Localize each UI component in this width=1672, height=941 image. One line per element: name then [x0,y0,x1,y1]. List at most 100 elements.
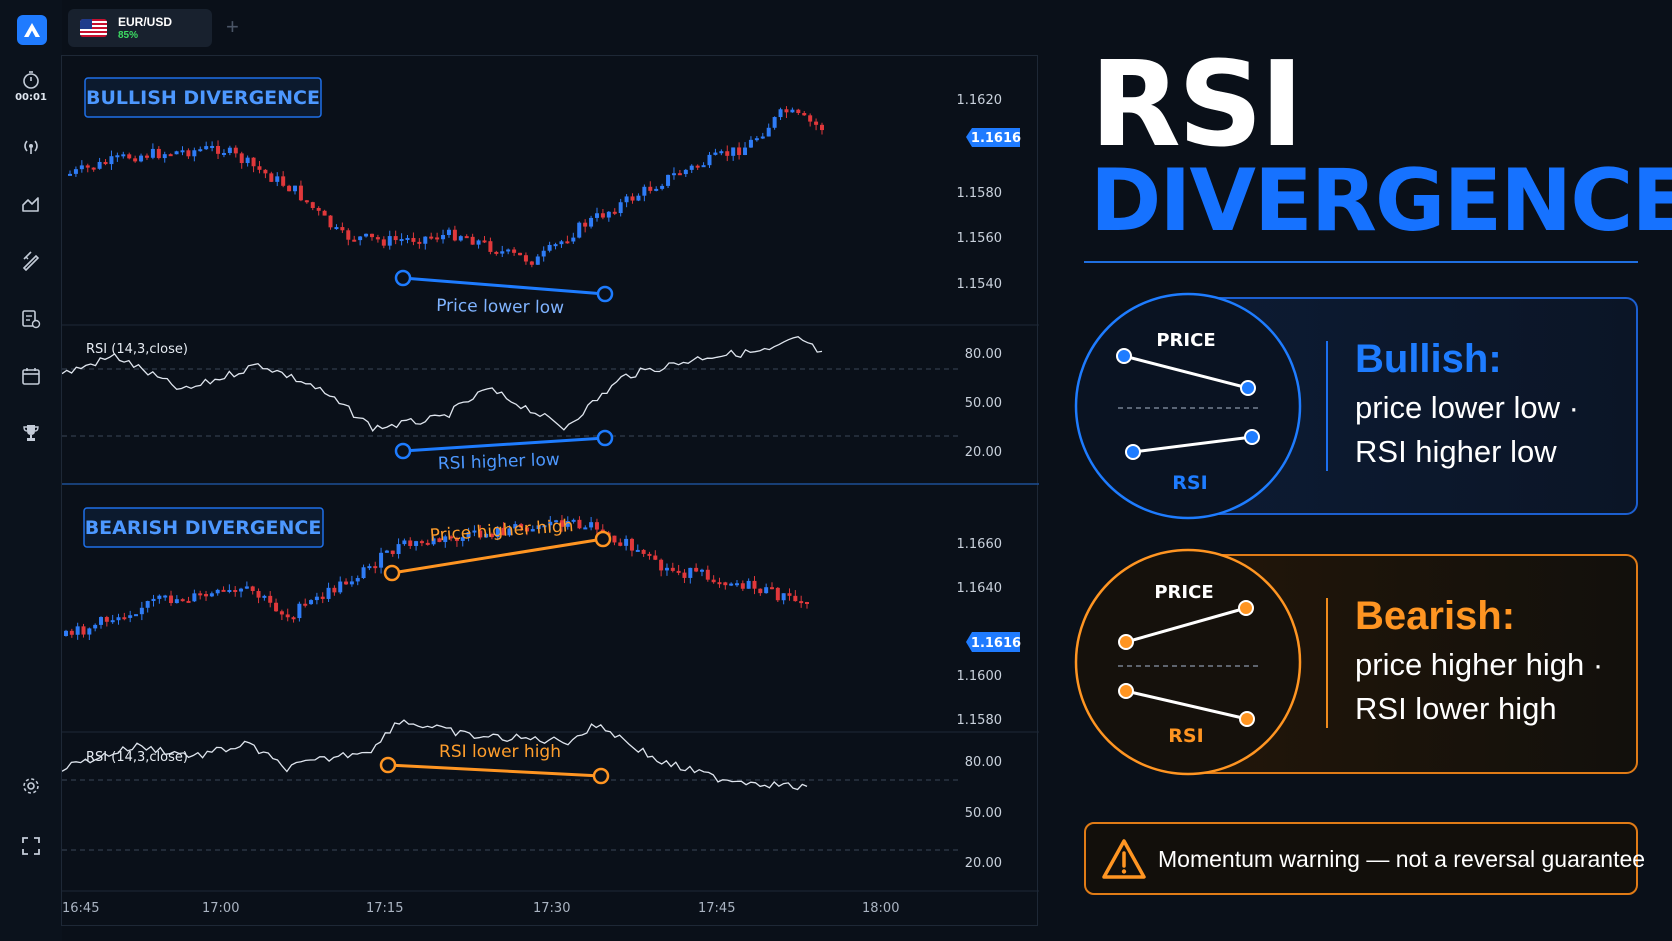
candle-body [507,528,512,536]
candle-body [186,600,191,603]
candle-body [478,530,483,538]
candle-body [553,244,558,247]
bullish-line-1: price lower low · [1355,390,1579,425]
title-divider [1084,261,1638,263]
bull-price-tick: 1.1560 [957,231,1003,246]
chart-area[interactable]: BULLISH DIVERGENCE Price lower low RSI (… [61,55,1039,927]
candle-body [85,165,90,168]
candle-body [169,595,174,604]
candle-body [375,237,380,240]
bear-price-tick: 1.1660 [957,537,1003,552]
candle-body [740,583,745,589]
candle-body [97,161,102,169]
candle-body [346,230,351,240]
candle-body [256,591,261,598]
candle-body [127,154,132,159]
drawing-tools-button[interactable] [11,241,51,281]
bull-rsi-tick: 20.00 [965,445,1002,460]
price-lower-low-line [394,269,614,303]
candle-body [802,113,807,116]
candle-body [449,536,454,539]
bull-price-tick: 1.1580 [957,186,1003,201]
svg-text:1.1616: 1.1616 [971,131,1021,146]
candle-body [583,222,588,227]
rsi-higher-low-label: RSI higher low [438,450,561,474]
stopwatch-icon [23,70,39,89]
candle-body [139,607,144,615]
settings-button[interactable] [11,766,51,806]
logo-icon [24,23,40,37]
asset-name: EUR/USD [118,15,173,29]
candle-body [163,595,168,598]
rsi-lower-high-line [379,756,610,785]
candle-body [612,211,617,214]
candle-body [565,521,570,527]
svg-text:1.1616: 1.1616 [971,636,1021,651]
pencil-ruler-icon [22,251,40,271]
candle-body [711,579,716,583]
bearish-line-2: RSI lower high [1355,691,1557,726]
candle-body [93,624,98,629]
candle-body [168,154,173,157]
candle-body [322,210,327,216]
candle-body [157,595,162,599]
timer-readout: 00:01 [15,91,47,103]
candle-body [64,630,68,636]
bear-rsi-indicator-label[interactable]: RSI (14,3,close) [86,750,188,765]
candle-body [670,567,675,571]
candle-body [198,149,203,152]
candle-body [239,588,244,592]
bear-price-tick: 1.1640 [957,581,1003,596]
candle-body [144,155,149,158]
chart-canvas[interactable]: BULLISH DIVERGENCE Price lower low RSI (… [62,56,1039,927]
candle-body [429,236,434,239]
trades-history-button[interactable] [11,299,51,339]
candle-body [583,527,588,530]
candle-body [458,236,463,241]
candle-body [116,617,121,621]
candle-body [91,167,96,170]
candle-body [227,589,232,592]
candle-body [535,256,540,265]
candle-body [683,169,688,175]
asset-tab-eurusd[interactable]: EUR/USD 85% [68,9,212,47]
rsi-lower-high-label: RSI lower high [439,742,561,762]
bull-rsi-indicator-label[interactable]: RSI (14,3,close) [86,342,188,357]
add-tab-button[interactable]: + [226,14,239,39]
candle-body [501,527,506,536]
fullscreen-button[interactable] [11,826,51,866]
time-tick: 17:45 [698,901,735,916]
candle-body [233,589,238,592]
time-tick: 17:00 [202,901,239,916]
bearish-heading: Bearish: [1355,594,1516,638]
bear-diagram-rsi-label: RSI [1168,725,1203,747]
candle-body [494,251,499,254]
candle-body [87,628,92,635]
candle-body [594,213,599,218]
candle-body [589,522,594,528]
candle-body [624,196,629,203]
app-logo[interactable] [17,15,47,45]
candle-body [489,533,494,538]
tournaments-button[interactable] [11,413,51,453]
candle-body [689,165,694,170]
candle-body [349,581,354,585]
candle-body [340,227,345,231]
candle-body [705,569,710,580]
calendar-button[interactable] [11,356,51,396]
candle-body [452,229,457,241]
bear-current-price-tag: 1.1616 [966,632,1021,652]
candle-body [145,601,150,608]
bear-diagram-price-label: PRICE [1154,582,1213,603]
candle-body [694,567,699,572]
signals-button[interactable] [11,126,51,166]
candle-body [304,200,309,203]
timer-button[interactable]: 00:01 [11,66,51,106]
candle-body [221,589,226,592]
candle-body [281,176,286,186]
candle-body [707,154,712,166]
candle-body [263,169,268,174]
candle-body [384,550,389,553]
chart-type-button[interactable] [11,184,51,224]
candle-body [99,617,104,625]
